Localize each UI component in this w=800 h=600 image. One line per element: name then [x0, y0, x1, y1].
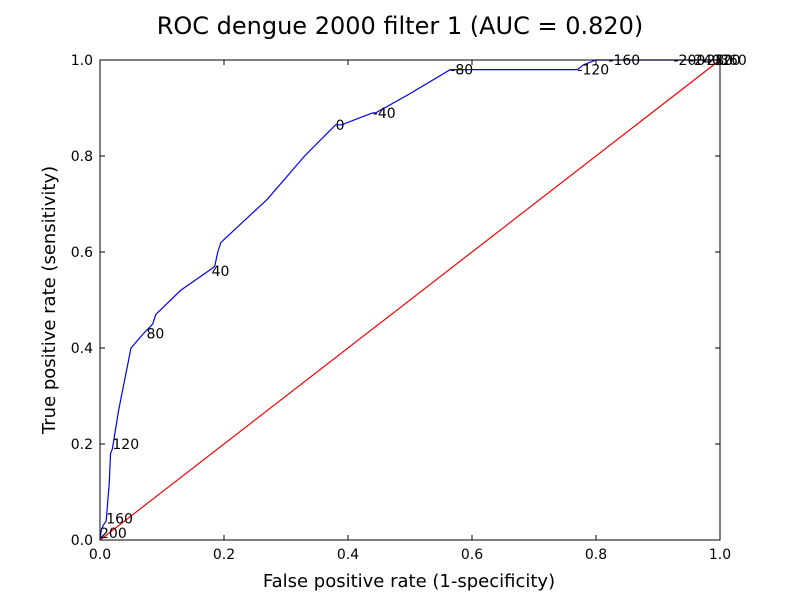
threshold-label: -120 — [577, 63, 609, 79]
threshold-label: 360 — [720, 53, 747, 69]
threshold-label: -200 — [674, 53, 706, 69]
y-tick-label: 0.4 — [71, 341, 93, 357]
ticks-layer: 0.0 0.2 0.4 0.6 0.8 1.0 0.0 0.2 0.4 0.6 0.8 1.0 — [71, 53, 731, 563]
threshold-label: -40 — [373, 106, 396, 122]
x-axis-label: False positive rate (1-specificity) — [263, 571, 555, 592]
x-tick-label: 1.0 — [709, 547, 731, 563]
threshold-label: 80 — [147, 327, 165, 343]
threshold-label: 0 — [336, 118, 345, 134]
threshold-label: -80 — [450, 63, 473, 79]
y-tick-label: 1.0 — [71, 53, 93, 69]
y-tick-label: 0.6 — [71, 245, 93, 261]
threshold-label: -240 — [689, 53, 721, 69]
y-tick-label: 0.8 — [71, 149, 93, 165]
threshold-label: 120 — [112, 437, 139, 453]
x-tick-label: 0.0 — [89, 547, 111, 563]
y-tick-label: 0.2 — [71, 437, 93, 453]
x-tick-label: 0.4 — [337, 547, 359, 563]
threshold-label: 40 — [212, 264, 230, 280]
roc-curve-line — [99, 59, 720, 541]
plot-frame — [99, 59, 721, 541]
threshold-label: 200 — [100, 526, 127, 542]
diagonal-reference-line — [99, 59, 721, 541]
y-tick-label: 0.0 — [71, 533, 93, 549]
threshold-label: 160 — [106, 511, 133, 527]
x-tick-label: 0.6 — [461, 547, 483, 563]
threshold-label: -160 — [608, 53, 640, 69]
y-axis-label: True positive rate (sensitivity) — [39, 166, 60, 435]
chart-title: ROC dengue 2000 filter 1 (AUC = 0.820) — [157, 12, 644, 40]
series-layer — [99, 59, 721, 541]
x-tick-label: 0.8 — [585, 547, 607, 563]
threshold-label: -280 — [701, 53, 733, 69]
x-tick-label: 0.2 — [213, 547, 235, 563]
